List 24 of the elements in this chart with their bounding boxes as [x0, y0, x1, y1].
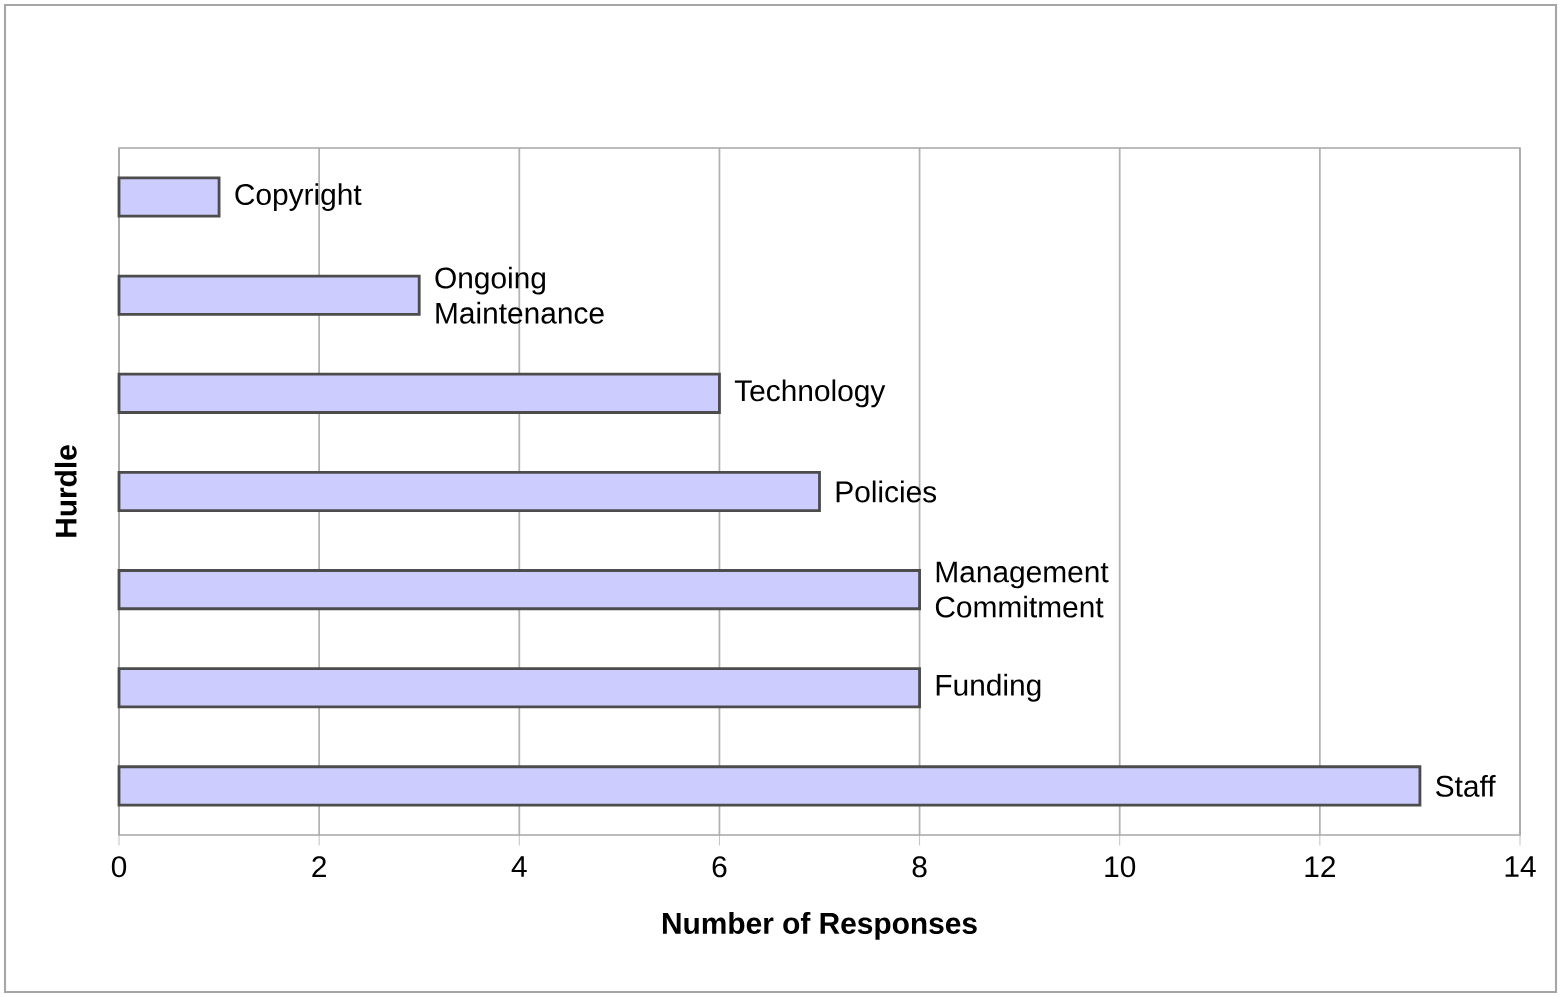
y-tick-label: Copyright	[235, 183, 362, 211]
bar	[117, 176, 221, 218]
x-tick-label: 0	[111, 856, 127, 878]
y-tick-label: Staff	[1436, 774, 1496, 797]
x-axis-title: Number of Responses	[662, 912, 977, 940]
x-tick-label: 14	[1505, 856, 1536, 877]
y-tick-label: Technology	[734, 379, 886, 408]
x-tick-label: 6	[712, 856, 727, 878]
y-tick-label: Ongoing Maintenance	[435, 266, 604, 324]
y-axis-title: Hurdle	[54, 445, 77, 537]
bar	[117, 569, 921, 611]
x-tick-label: 8	[912, 856, 927, 878]
y-tick-label: Funding	[936, 673, 1041, 702]
y-tick-label: Policies	[836, 480, 937, 503]
x-tick-label: 10	[1105, 856, 1136, 878]
bar	[117, 765, 1422, 807]
bar	[117, 667, 921, 709]
x-tick-label: 12	[1305, 856, 1335, 878]
bar	[117, 274, 421, 316]
y-tick-label: Management Commitment	[935, 561, 1109, 618]
x-tick-label: 4	[511, 856, 527, 877]
bar	[117, 372, 721, 414]
bar	[117, 470, 821, 513]
x-tick-label: 2	[312, 856, 326, 878]
